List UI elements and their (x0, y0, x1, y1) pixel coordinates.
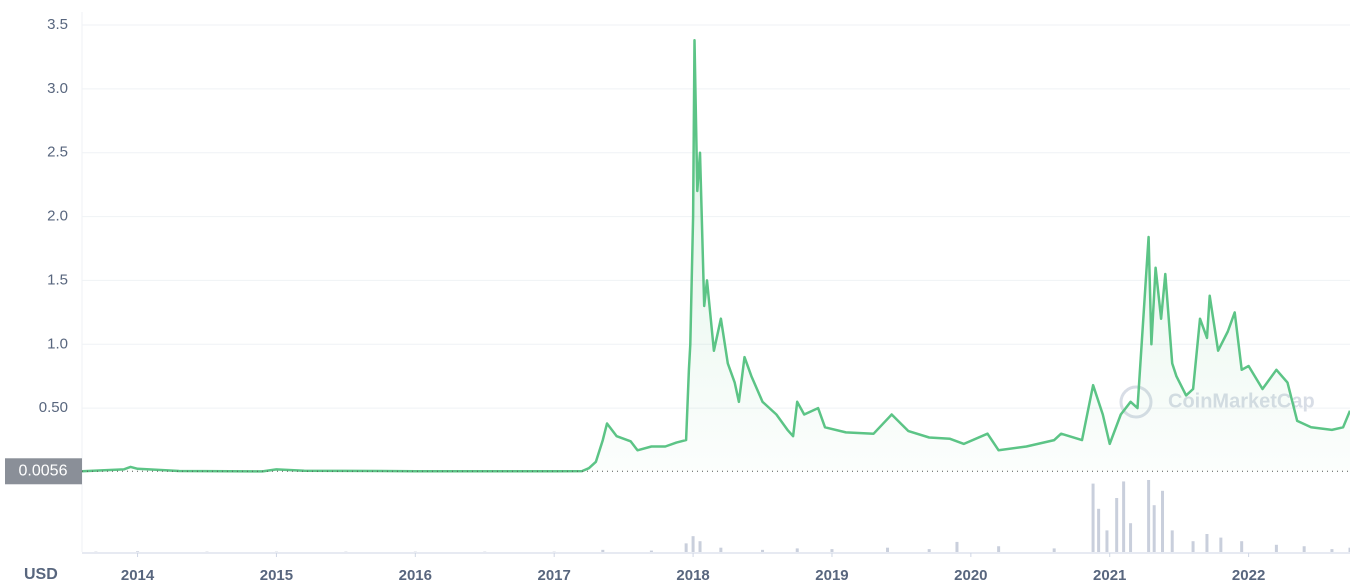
current-price-label: 0.0056 (19, 463, 68, 480)
y-tick-label: 2.5 (47, 144, 68, 161)
x-tick-label: 2016 (399, 567, 432, 584)
volume-bar (1115, 498, 1119, 552)
y-tick-label: 3.5 (47, 16, 68, 33)
x-tick-label: 2021 (1093, 567, 1126, 584)
volume-bar (649, 550, 653, 552)
x-tick-label: 2020 (954, 567, 987, 584)
volume-bar (1052, 548, 1056, 552)
y-tick-label: 3.0 (47, 80, 68, 97)
volume-bar (684, 543, 688, 552)
volume-bar (1348, 547, 1350, 552)
volume-bar (927, 549, 931, 552)
x-tick-label: 2017 (538, 567, 571, 584)
y-tick-label: 1.0 (47, 335, 68, 352)
x-tick-label: 2019 (815, 567, 848, 584)
volume-bar (136, 551, 140, 552)
volume-bar (997, 546, 1001, 552)
volume-bar (1097, 508, 1101, 552)
current-price-box (5, 458, 82, 485)
y-tick-label: 0.50 (39, 399, 68, 416)
volume-bar (1170, 530, 1174, 552)
volume-bar (1161, 490, 1165, 552)
y-tick-label: 1.5 (47, 271, 68, 288)
volume-bar (1122, 481, 1126, 552)
volume-bar (1274, 544, 1278, 552)
y-tick-label: 2.0 (47, 208, 68, 225)
volume-bar (1147, 480, 1151, 552)
volume-bar (1129, 523, 1133, 552)
x-tick-label: 2014 (121, 567, 155, 584)
volume-bar (601, 549, 605, 552)
volume-bar (1205, 534, 1209, 552)
volume-bar (691, 536, 695, 552)
x-tick-label: 2018 (676, 567, 709, 584)
volume-bar (1330, 549, 1334, 552)
volume-bar (761, 549, 765, 552)
volume-bar (1091, 483, 1095, 552)
volume-bar (698, 541, 702, 552)
volume-bar (719, 547, 723, 552)
x-tick-label: 2015 (260, 567, 293, 584)
volume-bar (830, 549, 834, 552)
price-line (81, 39, 1350, 473)
volume-bar (795, 548, 799, 552)
volume-bar (1219, 537, 1223, 552)
volume-bar (886, 547, 890, 552)
volume-bar (1240, 541, 1244, 552)
price-area (82, 40, 1350, 473)
volume-bar (1152, 505, 1156, 552)
volume-bar (1191, 541, 1195, 552)
x-tick-label: 2022 (1232, 567, 1265, 584)
volume-bar (955, 541, 959, 552)
volume-bar (1105, 530, 1109, 552)
volume-bar (1302, 546, 1306, 552)
axis-label: USD (24, 566, 58, 583)
